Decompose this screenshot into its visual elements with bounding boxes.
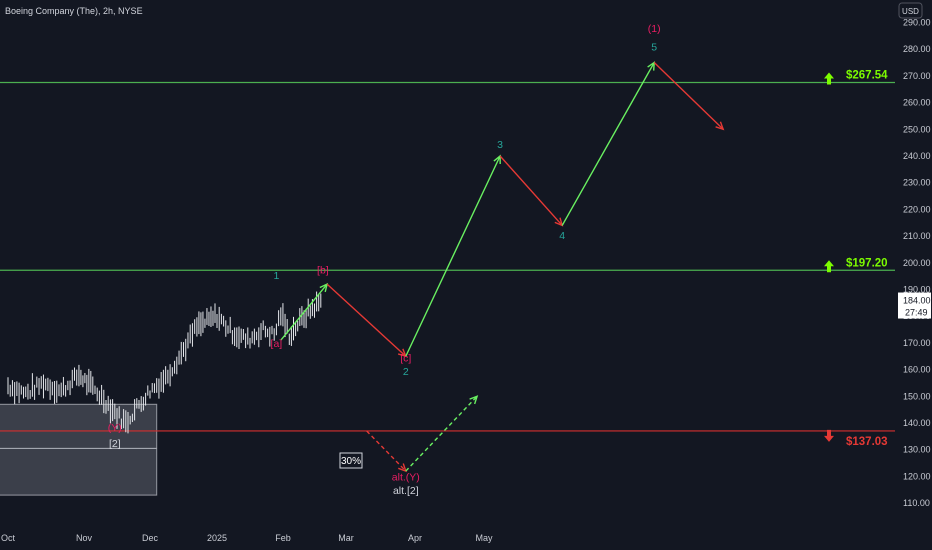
x-tick-label: Apr (408, 533, 422, 543)
current-price-value: 184.00 (903, 296, 931, 306)
projection-segment (326, 283, 407, 357)
x-tick-label: Dec (142, 533, 159, 543)
x-tick-label: Feb (275, 533, 291, 543)
projection-segment (499, 155, 563, 226)
wave-label: alt.[2] (393, 485, 419, 497)
wave-label: 5 (651, 42, 657, 54)
arrow-up-icon (824, 72, 834, 85)
y-tick-label: 290.00 (903, 18, 931, 28)
level-label: $197.20 (846, 257, 888, 269)
projection-segment (405, 395, 478, 472)
level-label: $137.03 (846, 436, 888, 448)
wave-label: 4 (559, 230, 565, 242)
projection-arrowhead (469, 395, 479, 405)
current-price-tag (898, 292, 931, 319)
y-tick-label: 240.00 (903, 151, 931, 161)
level-label: $267.54 (846, 69, 888, 81)
y-tick-label: 190.00 (903, 285, 931, 295)
probability-label: 30% (341, 456, 361, 467)
x-tick-label: Mar (338, 533, 354, 543)
wave-label: 2 (403, 366, 409, 378)
symbol-title: Boeing Company (The), 2h, NYSE (5, 6, 143, 16)
probability-badge (339, 452, 363, 469)
wave-label: (Y) (108, 422, 122, 434)
projection-segment (405, 155, 501, 357)
x-tick-label: Nov (76, 533, 93, 543)
y-tick-label: 270.00 (903, 71, 931, 81)
current-price-countdown: 27:49 (905, 308, 928, 318)
x-tick-label: May (475, 533, 493, 543)
x-tick-label: Oct (1, 533, 16, 543)
wave-label: 1 (273, 270, 279, 282)
y-tick-label: 230.00 (903, 178, 931, 188)
projection-segment (280, 283, 328, 341)
projection-segment (366, 430, 407, 472)
y-tick-label: 110.00 (903, 498, 930, 508)
arrow-up-icon (824, 260, 834, 273)
wave-label: (1) (648, 23, 661, 35)
currency-label: USD (902, 7, 919, 16)
y-tick-label: 260.00 (903, 98, 931, 108)
wave-label: 3 (497, 139, 503, 151)
y-tick-label: 280.00 (903, 44, 931, 54)
y-tick-label: 200.00 (903, 258, 931, 268)
y-tick-label: 210.00 (903, 231, 931, 241)
x-tick-label: 2025 (207, 533, 227, 543)
arrow-down-icon (824, 429, 834, 442)
wave-label: alt.(Y) (392, 471, 420, 483)
y-tick-label: 250.00 (903, 124, 931, 134)
y-tick-label: 150.00 (903, 391, 931, 401)
wave-label: [a] (271, 338, 283, 350)
y-tick-label: 130.00 (903, 445, 931, 455)
y-tick-label: 170.00 (903, 338, 931, 348)
target-zone (0, 403, 158, 496)
projection-segment (561, 62, 655, 226)
projection-arrowhead (715, 121, 725, 131)
y-tick-label: 220.00 (903, 204, 931, 214)
y-tick-label: 120.00 (903, 471, 931, 481)
wave-label: [2] (109, 438, 121, 450)
wave-label: [c] (400, 353, 411, 365)
y-tick-label: 140.00 (903, 418, 931, 428)
currency-button[interactable]: USD (898, 2, 923, 19)
currency-button-frame (898, 2, 923, 19)
y-tick-label: 160.00 (903, 365, 931, 375)
projection-segment (653, 62, 724, 130)
wave-label: [b] (317, 264, 329, 276)
